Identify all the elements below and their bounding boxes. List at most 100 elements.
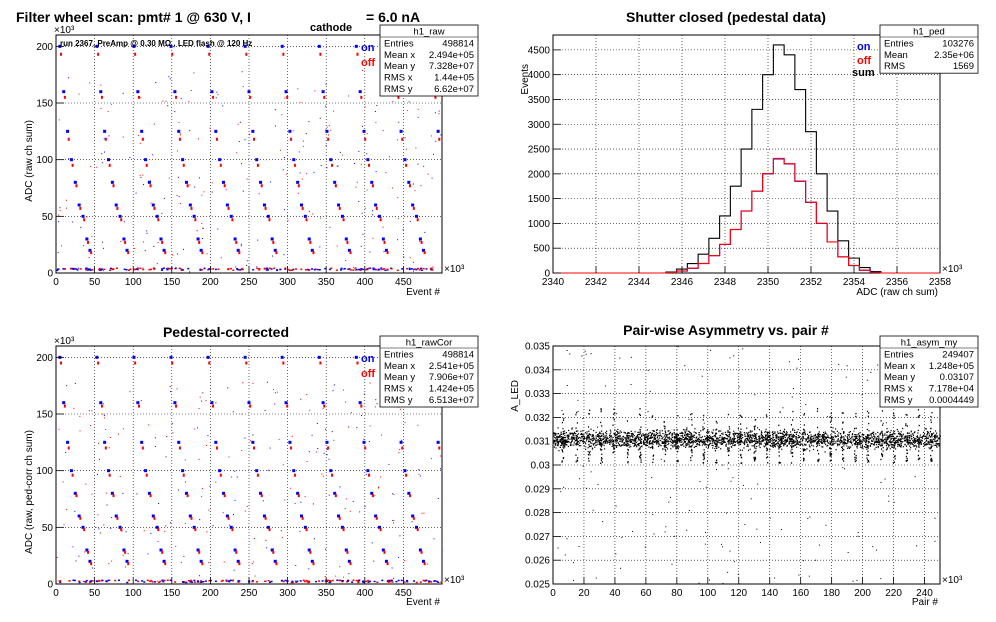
scatter-point — [352, 266, 354, 268]
asym-point — [824, 436, 826, 438]
outlier-point — [856, 579, 858, 581]
y-tick-label: 1500 — [528, 194, 551, 205]
baseline-point — [307, 580, 310, 583]
scatter-point — [105, 428, 107, 430]
off-point — [161, 240, 164, 244]
dip-point — [767, 462, 769, 464]
asym-point — [869, 444, 871, 447]
scatter-point — [369, 382, 371, 384]
asym-point — [712, 440, 714, 442]
on-point — [181, 158, 185, 162]
dip-point — [853, 453, 856, 455]
asym-point — [564, 441, 566, 443]
asym-point — [656, 429, 658, 432]
asym-point — [712, 447, 714, 449]
asym-point — [894, 433, 896, 435]
asym-point — [721, 436, 723, 438]
asym-point — [826, 439, 828, 441]
asym-point — [898, 432, 900, 435]
x-exponent-ped: ×10³ — [942, 264, 963, 275]
asym-point — [638, 433, 640, 436]
stats-key: Entries — [384, 38, 414, 49]
asym-point — [566, 440, 568, 442]
stats-value: 1.424e+05 — [429, 384, 474, 395]
asym-point — [789, 439, 791, 441]
asym-point — [818, 436, 820, 438]
off-point — [79, 206, 82, 210]
asym-point — [860, 439, 862, 441]
baseline-point — [308, 580, 311, 583]
asym-point — [562, 440, 565, 442]
asym-point — [714, 434, 716, 437]
asym-point — [860, 442, 863, 445]
stats-box-name: h1_raw — [413, 27, 444, 38]
spike-point — [779, 436, 782, 438]
scatter-point — [228, 456, 230, 458]
asym-point — [830, 439, 833, 442]
asym-point — [776, 435, 778, 437]
asym-point — [753, 437, 756, 440]
off-point — [275, 562, 278, 566]
scatter-point — [177, 253, 179, 255]
scatter-point — [206, 531, 208, 533]
dip-point — [867, 454, 870, 456]
x-tick-label: 100 — [125, 588, 142, 599]
asym-point — [873, 431, 875, 433]
scatter-point — [332, 390, 334, 392]
on-point — [147, 180, 151, 184]
spike-point — [690, 413, 692, 416]
asym-point — [765, 428, 767, 430]
asym-point — [786, 432, 788, 434]
off-point — [272, 240, 275, 244]
asym-point — [608, 439, 610, 441]
spike-point — [842, 422, 844, 424]
asym-point — [573, 442, 575, 444]
scatter-point — [102, 403, 104, 405]
asym-point — [736, 432, 738, 435]
asym-point — [741, 449, 744, 451]
asym-point — [553, 441, 556, 443]
asym-point — [833, 440, 835, 442]
asym-point — [677, 434, 680, 437]
scatter-point — [178, 489, 180, 491]
dip-point — [640, 453, 642, 456]
asym-point — [675, 447, 677, 449]
asym-point — [806, 433, 809, 435]
off-point — [368, 163, 371, 167]
asym-point — [730, 439, 732, 441]
spike-point — [740, 431, 742, 433]
scatter-point — [61, 245, 63, 247]
asym-point — [676, 445, 678, 447]
baseline-point — [321, 580, 324, 582]
dip-point — [577, 442, 579, 444]
asym-point — [563, 447, 565, 449]
scatter-point — [216, 91, 218, 93]
asym-point — [620, 444, 623, 446]
outlier-point — [587, 451, 589, 453]
asym-point — [910, 447, 912, 449]
panel-asym: Pair-wise Asymmetry vs. pair # 0.0250.02… — [510, 322, 979, 608]
asym-point — [728, 428, 731, 430]
asym-point — [603, 435, 605, 437]
scatter-point — [398, 121, 400, 123]
outlier-point — [852, 580, 854, 582]
off-point — [386, 562, 389, 566]
asym-point — [760, 434, 763, 436]
asym-point — [682, 436, 684, 438]
scatter-point — [120, 240, 122, 242]
asym-point — [562, 428, 564, 430]
asym-point — [927, 442, 929, 444]
asym-point — [564, 432, 566, 435]
scatter-point — [148, 424, 150, 426]
asym-point — [777, 438, 780, 441]
asym-point — [775, 434, 778, 436]
asym-point — [923, 433, 926, 435]
baseline-point — [135, 579, 138, 582]
asym-point — [557, 427, 559, 429]
baseline-point — [428, 580, 431, 583]
dip-point — [740, 456, 743, 459]
scatter-point — [385, 172, 387, 174]
panel-raw: Filter wheel scan: pmt# 1 @ 630 V, I cat… — [16, 9, 479, 298]
asym-point — [675, 448, 677, 450]
